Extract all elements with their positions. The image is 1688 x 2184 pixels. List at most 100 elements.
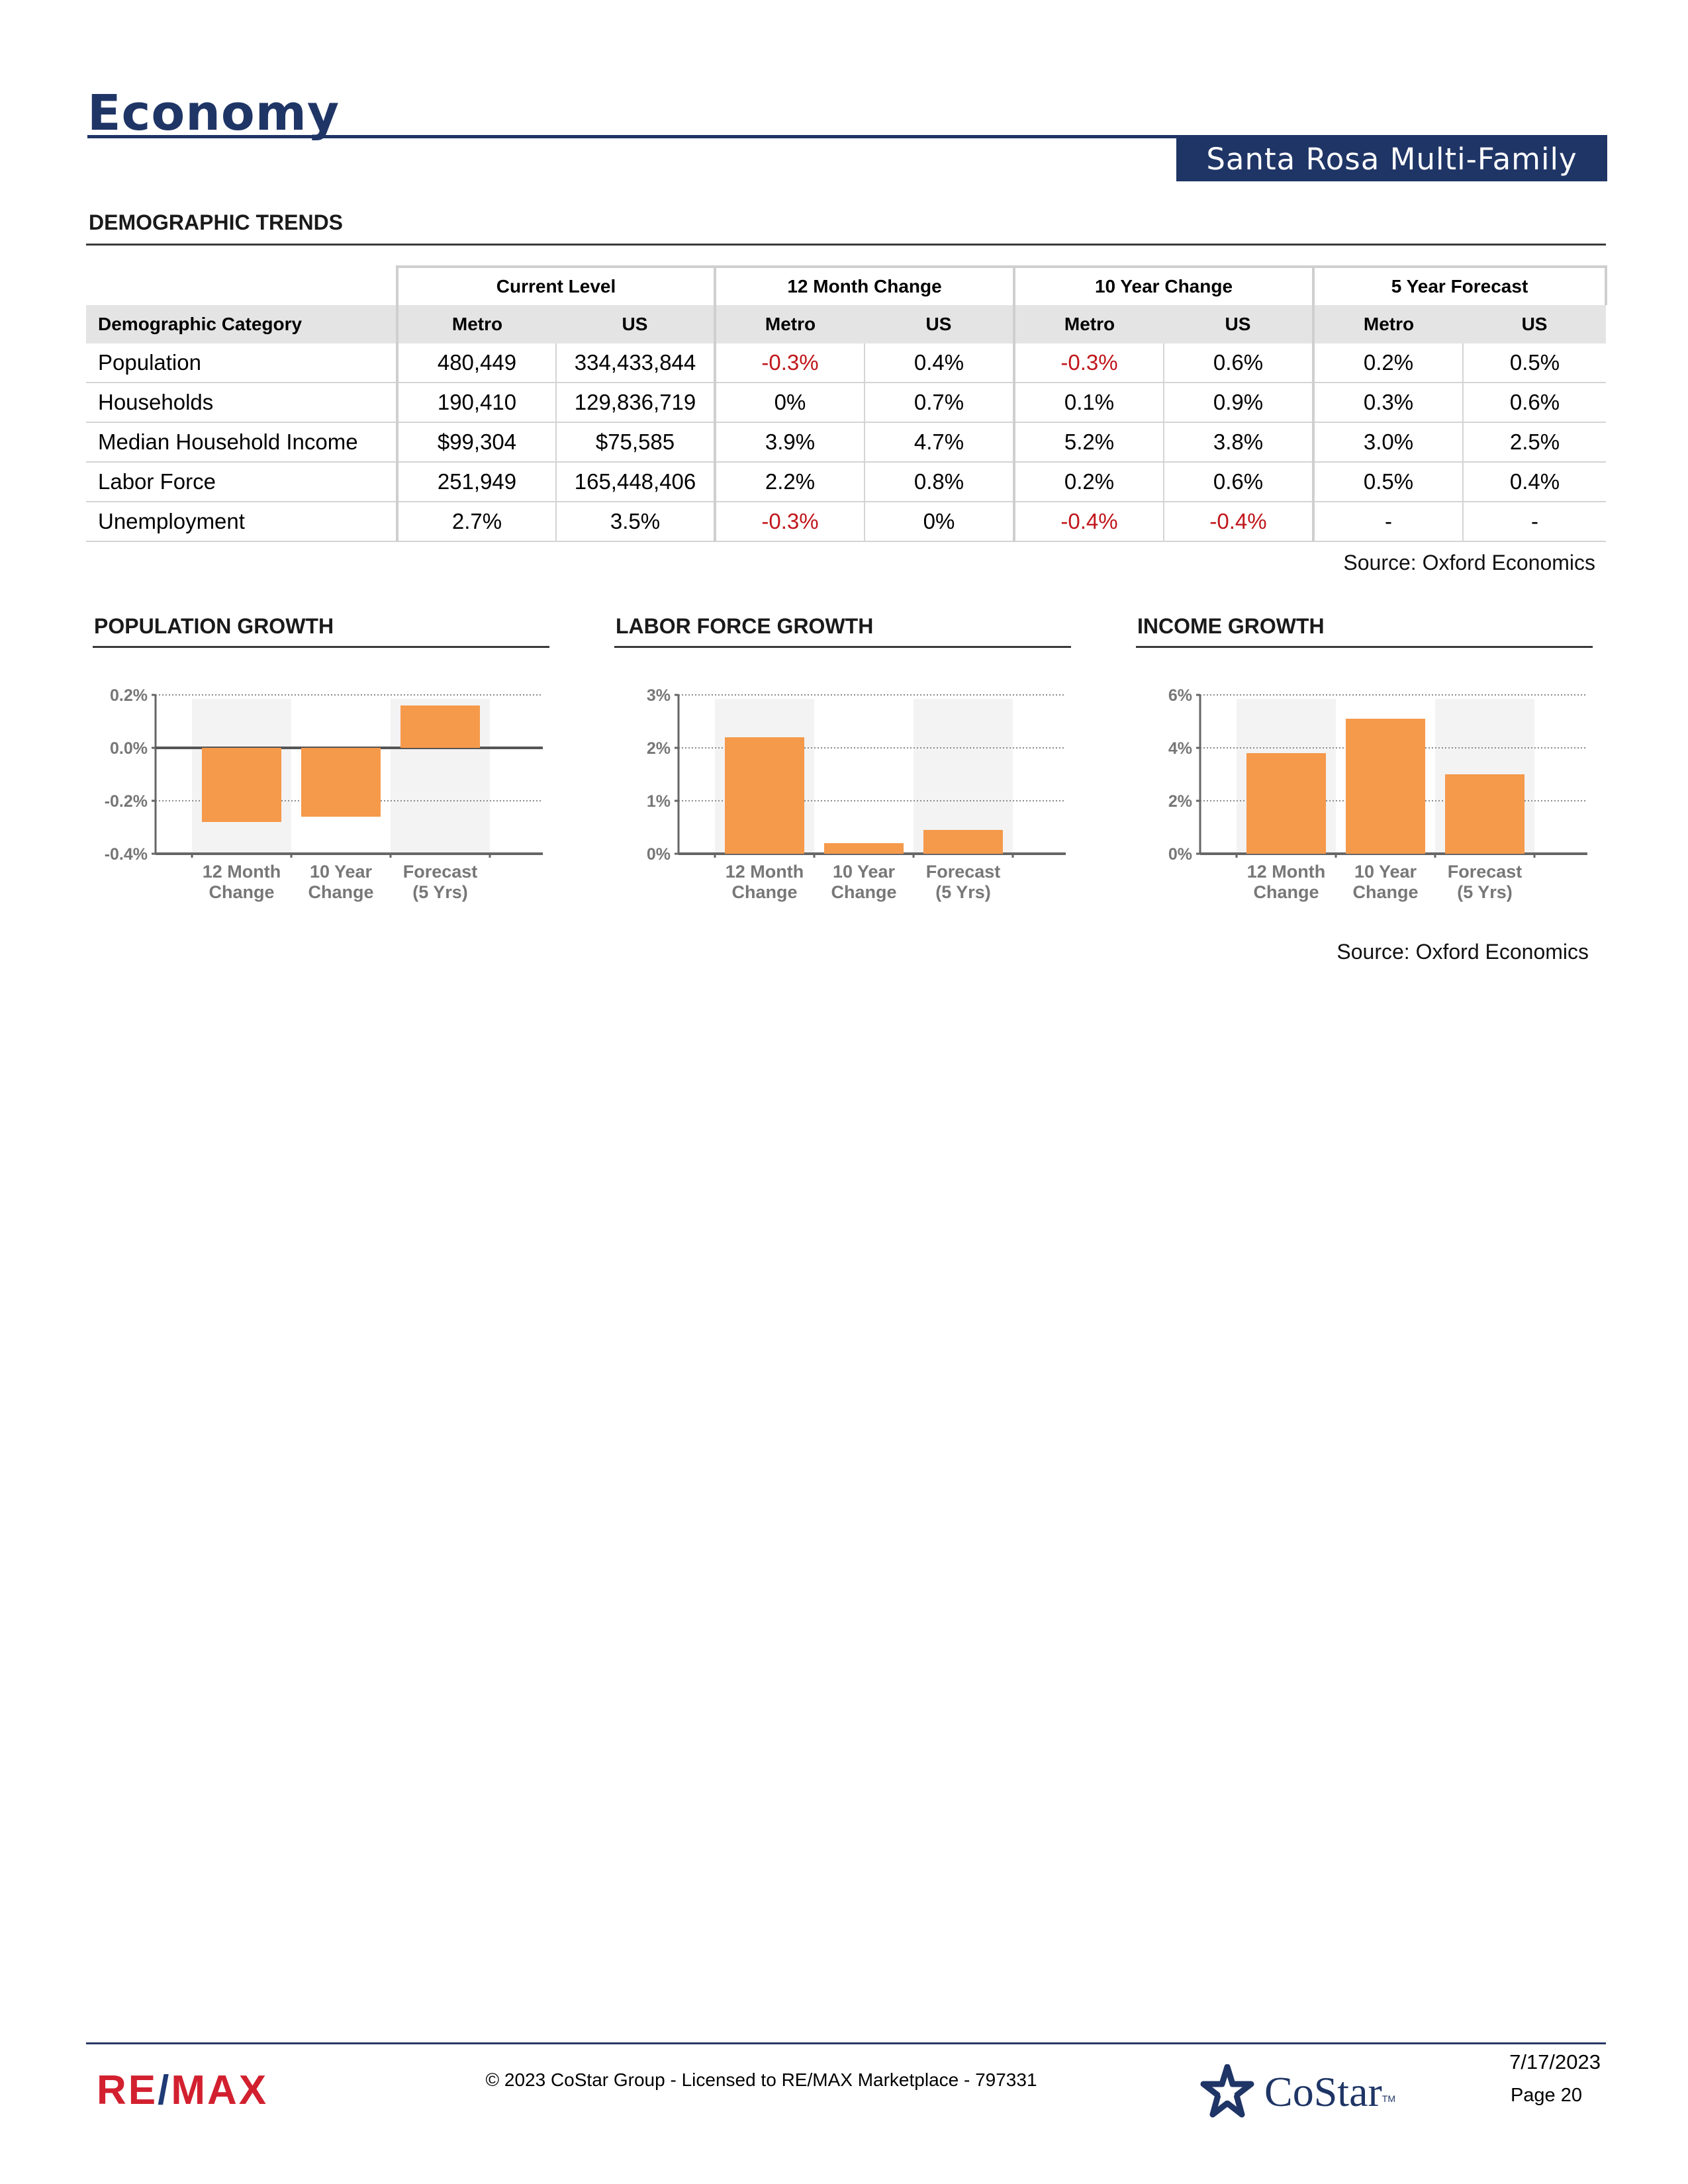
- bar: [824, 843, 904, 854]
- x-category-label: (5 Yrs): [412, 882, 468, 902]
- y-tick-label: 4%: [1168, 739, 1192, 758]
- table-cell: 3.8%: [1162, 422, 1314, 463]
- table-cell: 3.9%: [714, 422, 865, 463]
- y-tick-label: -0.4%: [105, 845, 148, 864]
- bar: [400, 705, 480, 748]
- income-growth-title: INCOME GROWTH: [1137, 614, 1325, 638]
- row-category-label: Unemployment: [86, 502, 397, 542]
- table-cell: 5.2%: [1013, 422, 1164, 463]
- table-cell: $75,585: [555, 422, 715, 463]
- category-background: [814, 699, 914, 854]
- costar-logo: CoStar TM: [1199, 2062, 1395, 2122]
- x-category-label: Forecast: [926, 862, 1001, 882]
- x-category-label: Change: [1253, 882, 1319, 902]
- table-cell: 0.3%: [1312, 383, 1464, 423]
- table-cell: -0.3%: [714, 502, 865, 542]
- table-body: Population 480,449 334,433,844 -0.3% 0.4% -0.…: [86, 343, 1607, 542]
- table-row: Median Household Income $99,304 $75,585 3.9…: [86, 422, 1607, 463]
- table-cell: 0.9%: [1162, 383, 1314, 423]
- table-cell: 2.2%: [714, 462, 865, 502]
- x-category-label: Forecast: [403, 862, 478, 882]
- costar-star-icon: [1200, 2064, 1254, 2118]
- column-header: US: [865, 305, 1014, 343]
- x-category-label: 10 Year: [1354, 862, 1417, 882]
- table-cell: 0%: [714, 383, 865, 423]
- table-cell: 0.6%: [1162, 343, 1314, 383]
- x-category-label: Change: [308, 882, 373, 902]
- table-cell: 251,949: [396, 462, 556, 502]
- y-tick-label: 0.2%: [110, 686, 148, 705]
- row-category-label: Median Household Income: [86, 422, 397, 463]
- table-cell: 334,433,844: [555, 343, 715, 383]
- population-growth-rule: [93, 646, 549, 648]
- bar: [923, 830, 1003, 854]
- group-header-10-year-change: 10 Year Change: [1012, 265, 1315, 305]
- x-category-label: 10 Year: [833, 862, 896, 882]
- title-rule: [87, 135, 1607, 138]
- table-cell: -0.3%: [714, 343, 865, 383]
- copyright-text: © 2023 CoStar Group - Licensed to RE/MAX…: [485, 2070, 1037, 2090]
- column-header: US: [1164, 305, 1314, 343]
- bar: [1346, 719, 1425, 854]
- row-category-label: Households: [86, 383, 397, 423]
- labor-force-growth-title: LABOR FORCE GROWTH: [616, 614, 874, 638]
- table-cell: 0.5%: [1312, 462, 1464, 502]
- labor-force-growth-rule: [614, 646, 1071, 648]
- row-category-label: Labor Force: [86, 462, 397, 502]
- page-title: Economy: [87, 85, 340, 142]
- x-category-label: Change: [831, 882, 896, 902]
- bar: [1445, 774, 1524, 854]
- bar: [202, 748, 281, 822]
- table-cell: 0.6%: [1162, 462, 1314, 502]
- table-cell: 4.7%: [864, 422, 1014, 463]
- page-number: Page 20: [1510, 2085, 1582, 2106]
- demographic-trends-table: Current Level 12 Month Change 10 Year Ch…: [86, 265, 1608, 542]
- y-tick-label: 0%: [1168, 845, 1192, 864]
- table-cell: -: [1312, 502, 1464, 542]
- table-cell: 0.5%: [1462, 343, 1607, 383]
- table-row: Unemployment 2.7% 3.5% -0.3% 0% -0.4% -0.4% - -: [86, 502, 1607, 542]
- table-cell: 0.2%: [1013, 462, 1164, 502]
- table-cell: 0.6%: [1462, 383, 1607, 423]
- table-cell: -: [1462, 502, 1607, 542]
- charts-source-note: Source: Oxford Economics: [1336, 940, 1589, 964]
- table-cell: -0.4%: [1013, 502, 1164, 542]
- x-category-label: 12 Month: [726, 862, 804, 882]
- footer-rule: [86, 2042, 1606, 2044]
- y-tick-label: 3%: [647, 686, 671, 705]
- table-cell: 0.4%: [864, 343, 1014, 383]
- group-header-12-month-change: 12 Month Change: [714, 265, 1015, 305]
- y-tick-label: 0%: [647, 845, 671, 864]
- bar: [725, 737, 804, 854]
- demographic-trends-heading: DEMOGRAPHIC TRENDS: [89, 210, 344, 234]
- x-category-label: Change: [1352, 882, 1418, 902]
- column-header: Metro: [396, 305, 556, 343]
- x-category-label: 12 Month: [203, 862, 281, 882]
- column-header: Metro: [1013, 305, 1164, 343]
- group-header-5-year-forecast: 5 Year Forecast: [1312, 265, 1608, 305]
- y-tick-label: 2%: [647, 739, 671, 758]
- table-cell: 480,449: [396, 343, 556, 383]
- table-cell: 190,410: [396, 383, 556, 423]
- population-growth-title: POPULATION GROWTH: [94, 614, 334, 638]
- y-tick-label: 2%: [1168, 792, 1192, 811]
- group-header-current-level: Current Level: [396, 265, 716, 305]
- blank-header-cell: [86, 267, 397, 305]
- table-cell: 3.0%: [1312, 422, 1464, 463]
- income-growth-rule: [1136, 646, 1593, 648]
- table-row: Population 480,449 334,433,844 -0.3% 0.4% -0.…: [86, 343, 1607, 383]
- column-header: Metro: [1312, 305, 1464, 343]
- table-cell: 0.7%: [864, 383, 1014, 423]
- group-header-row: Current Level 12 Month Change 10 Year Ch…: [86, 265, 1608, 305]
- column-header: US: [556, 305, 715, 343]
- column-header: Metro: [714, 305, 865, 343]
- bar: [1246, 753, 1326, 854]
- table-cell: 0.4%: [1462, 462, 1607, 502]
- y-tick-label: 0.0%: [110, 739, 148, 758]
- category-background: [914, 699, 1013, 854]
- sub-header-row: Demographic Category Metro US Metro US M…: [86, 305, 1607, 343]
- bar: [301, 748, 381, 817]
- table-cell: 2.7%: [396, 502, 556, 542]
